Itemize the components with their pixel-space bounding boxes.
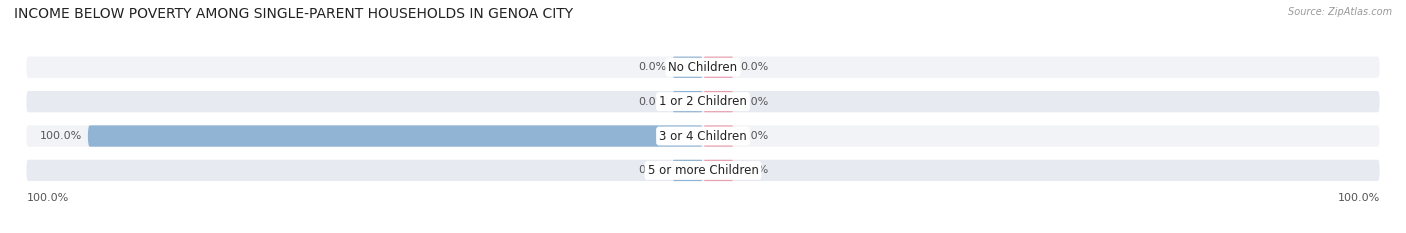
Text: 100.0%: 100.0%: [1337, 193, 1379, 203]
Text: 0.0%: 0.0%: [740, 62, 768, 72]
Text: No Children: No Children: [668, 61, 738, 74]
FancyBboxPatch shape: [27, 91, 1379, 112]
FancyBboxPatch shape: [27, 57, 1379, 78]
Text: 100.0%: 100.0%: [39, 131, 82, 141]
Text: 0.0%: 0.0%: [638, 62, 666, 72]
Text: 1 or 2 Children: 1 or 2 Children: [659, 95, 747, 108]
FancyBboxPatch shape: [703, 57, 734, 78]
Text: 5 or more Children: 5 or more Children: [648, 164, 758, 177]
Text: INCOME BELOW POVERTY AMONG SINGLE-PARENT HOUSEHOLDS IN GENOA CITY: INCOME BELOW POVERTY AMONG SINGLE-PARENT…: [14, 7, 574, 21]
Text: Source: ZipAtlas.com: Source: ZipAtlas.com: [1288, 7, 1392, 17]
Text: 0.0%: 0.0%: [638, 97, 666, 107]
FancyBboxPatch shape: [672, 160, 703, 181]
FancyBboxPatch shape: [27, 125, 1379, 147]
FancyBboxPatch shape: [703, 160, 734, 181]
FancyBboxPatch shape: [87, 125, 703, 147]
Text: 0.0%: 0.0%: [638, 165, 666, 175]
Text: 3 or 4 Children: 3 or 4 Children: [659, 130, 747, 143]
Text: 0.0%: 0.0%: [740, 165, 768, 175]
FancyBboxPatch shape: [703, 91, 734, 112]
Text: 0.0%: 0.0%: [740, 97, 768, 107]
FancyBboxPatch shape: [672, 57, 703, 78]
FancyBboxPatch shape: [672, 91, 703, 112]
Text: 0.0%: 0.0%: [740, 131, 768, 141]
FancyBboxPatch shape: [27, 160, 1379, 181]
FancyBboxPatch shape: [703, 125, 734, 147]
Text: 100.0%: 100.0%: [27, 193, 69, 203]
